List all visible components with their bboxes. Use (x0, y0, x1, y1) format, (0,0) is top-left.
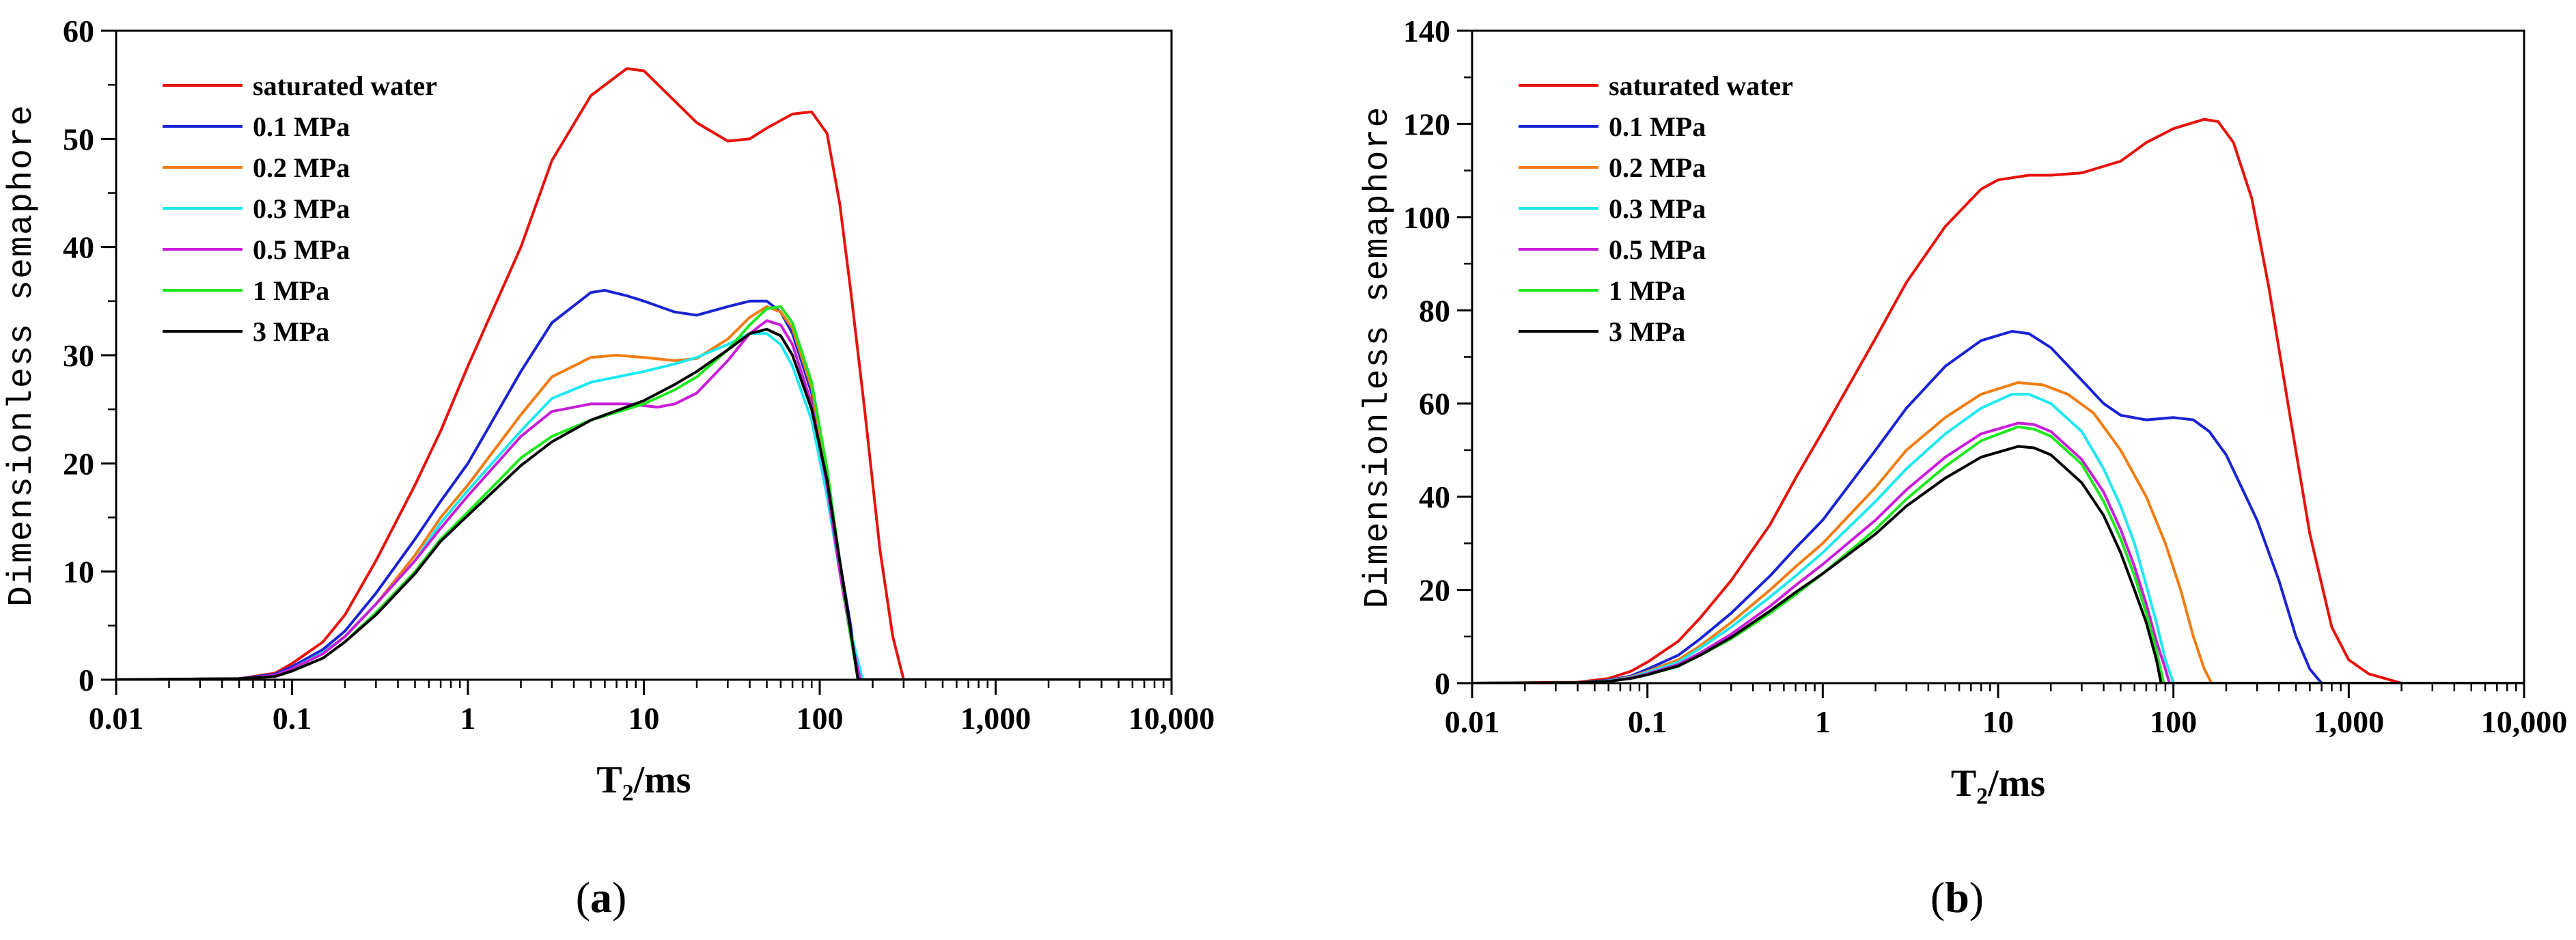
y-tick-label: 80 (1419, 293, 1450, 328)
x-tick-label: 0.1 (1628, 704, 1667, 739)
series-line-4 (1472, 393, 2524, 683)
series-line-4 (116, 332, 1172, 680)
legend-label: 0.5 MPa (253, 234, 350, 265)
legend-label: 0.1 MPa (253, 111, 350, 142)
x-tick-label: 1,000 (960, 701, 1031, 736)
y-tick-label: 60 (1419, 387, 1450, 421)
x-axis-label: T₂/ms (1951, 762, 2045, 805)
chart-panel-a: 0.01 0.1 1 10 100 1,000 10,000 0 10 20 30 40 50 60 T₂/… (3, 14, 1215, 922)
legend-label: 0.2 MPa (1609, 152, 1706, 183)
legend-label: 0.3 MPa (253, 193, 350, 224)
legend-label: 3 MPa (253, 316, 329, 347)
x-tick-label: 0.1 (273, 701, 312, 736)
y-tick-label: 140 (1403, 14, 1450, 49)
series-line-6 (116, 305, 1172, 680)
legend-label: 1 MPa (253, 275, 329, 306)
series-line-7 (116, 328, 1172, 680)
legend-label: 0.3 MPa (1609, 193, 1706, 224)
y-tick-label: 50 (63, 122, 94, 156)
y-tick-label: 40 (63, 230, 94, 265)
x-tick-label: 1 (460, 701, 476, 736)
y-axis-label: Dimensionless semaphore (3, 104, 42, 607)
series-line-3 (116, 305, 1172, 680)
series-line-5 (116, 319, 1172, 680)
series-line-1 (1472, 118, 2524, 683)
series-line-1 (116, 67, 1172, 680)
y-tick-label: 120 (1403, 107, 1450, 141)
y-axis-label: Dimensionless semaphore (1359, 105, 1398, 608)
x-axis-label: T₂/ms (596, 759, 691, 801)
x-tick-label: 10 (1982, 704, 2014, 739)
legend-label: 1 MPa (1609, 275, 1685, 306)
y-tick-label: 10 (63, 555, 94, 590)
legend-label: saturated water (253, 70, 437, 101)
legend-label: saturated water (1609, 70, 1793, 101)
y-tick-label: 0 (1435, 666, 1450, 701)
y-tick-label: 40 (1419, 480, 1450, 514)
series-line-2 (1472, 330, 2524, 683)
x-tick-label: 10 (628, 701, 660, 736)
x-tick-label: 1 (1815, 704, 1831, 739)
x-tick-label: 100 (797, 701, 844, 736)
y-tick-label: 100 (1403, 200, 1450, 235)
panel-label: (a) (576, 873, 627, 922)
x-tick-label: 1,000 (2314, 704, 2385, 739)
panel-label: (b) (1930, 873, 1984, 922)
legend-label: 0.2 MPa (253, 152, 350, 183)
series-line-2 (116, 289, 1172, 680)
legend-label: 0.1 MPa (1609, 111, 1706, 142)
y-tick-label: 60 (63, 14, 94, 49)
legend-label: 3 MPa (1609, 316, 1685, 347)
chart-panel-b: 0.01 0.1 1 10 100 1,000 10,000 0 20 40 60 80 100 120 1… (1359, 14, 2567, 922)
x-tick-label: 10,000 (2481, 704, 2568, 739)
y-tick-label: 0 (79, 663, 94, 697)
series-line-7 (1472, 445, 2524, 683)
y-tick-label: 20 (63, 446, 94, 481)
y-tick-label: 30 (63, 338, 94, 373)
series-line-6 (1472, 425, 2524, 683)
x-tick-label: 10,000 (1128, 701, 1215, 736)
series-line-5 (1472, 421, 2524, 683)
y-tick-label: 20 (1419, 573, 1450, 608)
x-tick-label: 0.01 (1445, 704, 1500, 739)
legend-label: 0.5 MPa (1609, 234, 1706, 265)
x-tick-label: 100 (2150, 704, 2197, 739)
x-tick-label: 0.01 (89, 701, 144, 736)
